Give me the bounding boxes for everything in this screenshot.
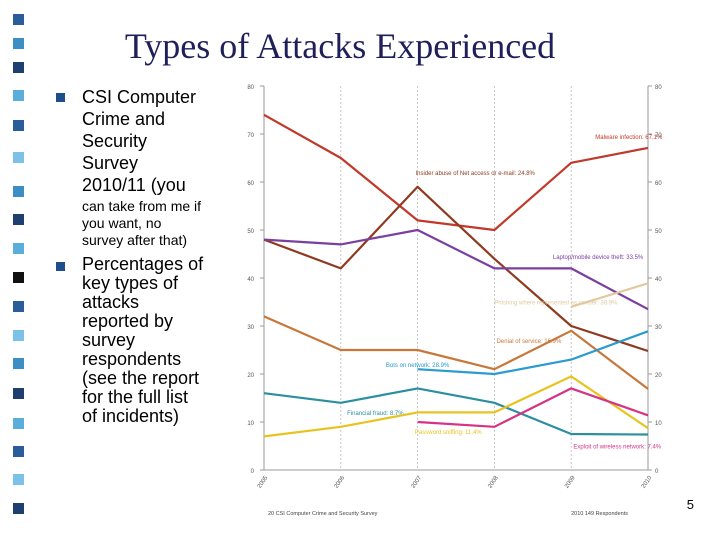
stripe-square (13, 388, 24, 399)
series-label: Bots on network: 28.9% (386, 363, 450, 369)
stripe-square (13, 62, 24, 73)
stripe-square (13, 120, 24, 131)
series-label: Exploit of wireless network: 7.4% (573, 444, 661, 450)
series-line (417, 330, 649, 376)
y-tick-label: 10 (247, 421, 254, 427)
series-line (263, 387, 649, 436)
y-tick-label: 40 (655, 277, 662, 283)
stripe-square (13, 243, 24, 254)
series-line (263, 113, 649, 232)
stripe-square (13, 474, 24, 485)
y-tick-label: 10 (655, 421, 662, 427)
stripe-square (13, 152, 24, 163)
bullet-item: Percentages of key types of attacks repo… (56, 255, 206, 426)
chart-footer-left: 20 CSI Computer Crime and Security Surve… (268, 511, 378, 517)
bullet-item: CSI Computer Crime and Security Survey 2… (56, 86, 206, 249)
y-tick-label: 80 (655, 85, 662, 91)
stripe-square (13, 358, 24, 369)
series-line (263, 228, 649, 311)
bullet-square-icon (56, 262, 65, 271)
decorative-stripe (0, 0, 28, 540)
series-line (263, 185, 649, 353)
y-tick-label: 60 (247, 181, 254, 187)
series-label: Insider abuse of Net access or e-mail: 2… (416, 171, 536, 177)
y-tick-label: 20 (655, 373, 662, 379)
series-label: Denial of service: 16.9% (497, 339, 562, 345)
stripe-square (13, 90, 24, 101)
series-line (417, 387, 649, 428)
y-tick-label: 70 (655, 133, 662, 139)
page-number: 5 (686, 497, 694, 512)
x-tick-label: 2010 (641, 475, 654, 490)
y-tick-label: 30 (655, 325, 662, 331)
series-label: Laptop/mobile device theft: 33.5% (553, 255, 644, 261)
stripe-square (13, 330, 24, 341)
series-line (263, 315, 649, 390)
y-tick-label: 50 (655, 229, 662, 235)
stripe-square (13, 446, 24, 457)
bullet-note: can take from me if you want, no survey … (82, 198, 202, 248)
slide-title: Types of Attacks Experienced (124, 26, 556, 66)
bullet-list: CSI Computer Crime and Security Survey 2… (56, 86, 206, 426)
y-tick-label: 50 (247, 229, 254, 235)
bullet-text: CSI Computer Crime and Security Survey 2… (82, 87, 197, 195)
x-tick-label: 2007 (410, 475, 423, 490)
y-tick-label: 70 (247, 133, 254, 139)
series-label: Password sniffing: 11.4% (415, 430, 482, 436)
stripe-square (13, 301, 24, 312)
chart-footer-right: 2010 149 Respondents (571, 511, 628, 517)
series-label: Financial fraud: 8.7% (347, 411, 404, 417)
x-tick-label: 2005 (257, 475, 270, 490)
y-tick-label: 60 (655, 181, 662, 187)
series-label: Phishing where represented as sender: 38… (494, 300, 618, 306)
bullet-text: Percentages of key types of attacks repo… (82, 254, 204, 426)
stripe-square (13, 272, 24, 283)
stripe-square (13, 38, 24, 49)
x-tick-label: 2008 (487, 475, 500, 490)
x-tick-label: 2006 (334, 475, 347, 490)
stripe-square (13, 214, 24, 225)
series-label: Malware infection: 67.1% (595, 135, 663, 141)
y-tick-label: 40 (247, 277, 254, 283)
stripe-square (13, 418, 24, 429)
x-tick-label: 2009 (564, 475, 577, 490)
bullet-square-icon (56, 93, 65, 102)
y-tick-label: 0 (655, 469, 659, 475)
y-tick-label: 80 (247, 85, 254, 91)
stripe-square (13, 503, 24, 514)
y-tick-label: 20 (247, 373, 254, 379)
series-line (570, 282, 649, 308)
series-line (263, 375, 649, 438)
y-tick-label: 0 (251, 469, 255, 475)
stripe-square (13, 186, 24, 197)
stripe-square (13, 14, 24, 25)
y-tick-label: 30 (247, 325, 254, 331)
line-chart: 0 0 10 10 20 20 30 30 40 40 50 50 60 60 70 70 80 80 2005 20… (247, 85, 663, 517)
